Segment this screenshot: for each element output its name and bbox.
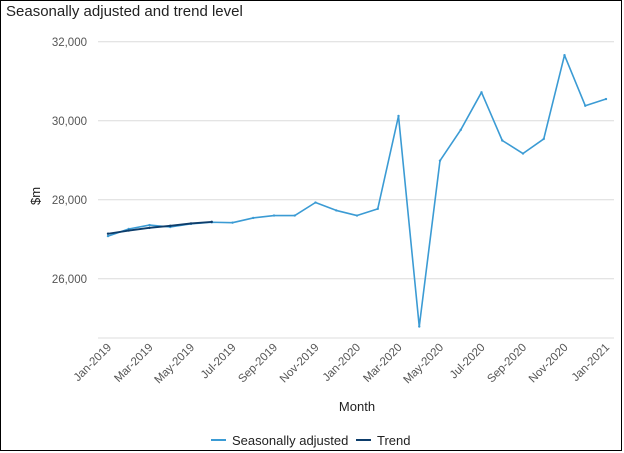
x-tick-label: Sep-2020 (485, 342, 529, 386)
x-tick-label: Jan-2019 (72, 342, 114, 384)
y-tick-label: 28,000 (52, 195, 87, 207)
x-tick-label: May-2019 (152, 342, 197, 387)
x-tick-label: Jul-2020 (448, 342, 488, 382)
gridlines (98, 41, 614, 339)
legend-item: Trend (356, 433, 410, 448)
data-point (189, 222, 193, 225)
x-tick-label: May-2020 (401, 342, 446, 387)
data-point (418, 325, 421, 328)
series-line (107, 54, 607, 328)
data-point (521, 152, 525, 155)
data-point (314, 201, 317, 204)
legend-label: Seasonally adjusted (232, 433, 348, 448)
y-axis-title: $m (28, 187, 43, 205)
data-point (272, 214, 276, 217)
data-point (210, 220, 213, 224)
data-point (148, 226, 151, 229)
x-tick-label: Jan-2021 (570, 342, 612, 384)
series-seasonally-adjusted (106, 53, 608, 328)
series-lines (106, 53, 608, 328)
data-point (584, 104, 587, 107)
chart-title: Seasonally adjusted and trend level (6, 3, 243, 20)
data-point (169, 224, 172, 228)
data-point (438, 159, 442, 162)
x-tick-label: Nov-2020 (527, 342, 571, 386)
y-tick-label: 32,000 (52, 37, 87, 49)
y-tick-label: 26,000 (52, 274, 87, 286)
data-point (376, 207, 379, 211)
legend-item: Seasonally adjusted (211, 433, 348, 448)
y-axis-ticks: 26,000 28,000 30,000 32,000 (52, 37, 87, 286)
series-line (107, 220, 212, 235)
data-point (501, 139, 504, 142)
data-point (604, 97, 608, 101)
data-point (106, 232, 110, 235)
series-trend (106, 220, 213, 235)
y-tick-label: 30,000 (52, 116, 87, 128)
x-axis-title: Month (339, 399, 375, 414)
x-tick-label: Sep-2019 (236, 342, 280, 386)
data-point (355, 214, 359, 217)
data-point (252, 216, 255, 220)
data-point (293, 214, 296, 217)
data-point (542, 137, 545, 141)
data-point (106, 234, 110, 238)
x-tick-label: Mar-2019 (112, 342, 155, 385)
legend: Seasonally adjusted Trend (211, 433, 410, 448)
data-point (127, 229, 130, 232)
data-point (563, 53, 566, 57)
data-point (459, 128, 462, 132)
x-tick-label: Mar-2020 (361, 342, 404, 385)
x-tick-label: Nov-2019 (278, 342, 322, 386)
data-point (148, 223, 151, 227)
data-point (335, 209, 338, 212)
x-tick-label: Jan-2020 (321, 342, 363, 384)
data-point (480, 91, 483, 94)
data-point (397, 114, 400, 118)
legend-label: Trend (377, 433, 410, 448)
data-point (231, 221, 234, 224)
x-tick-label: Jul-2019 (199, 342, 239, 382)
